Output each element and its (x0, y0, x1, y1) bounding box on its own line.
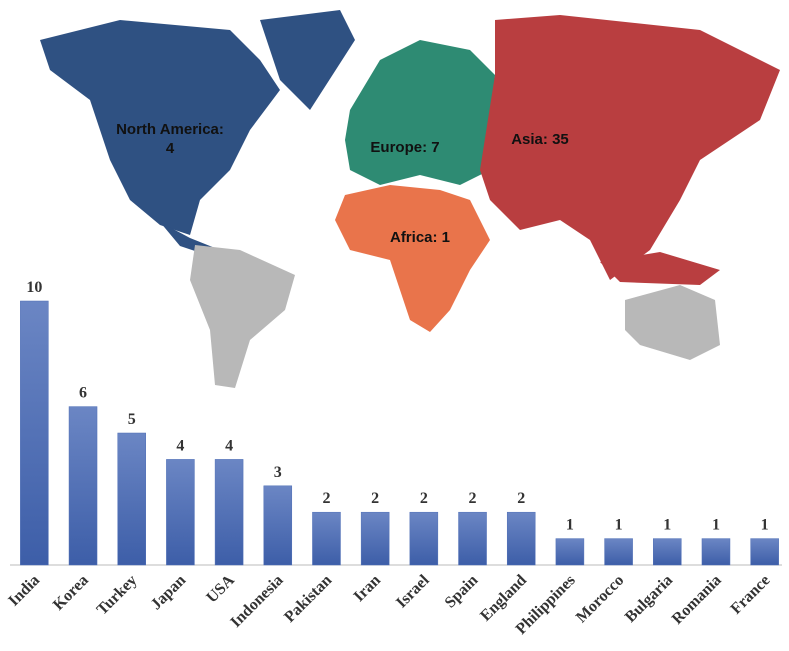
x-tick-label: Israel (393, 571, 433, 611)
bar (458, 511, 487, 566)
bar (701, 538, 731, 566)
bar (360, 511, 390, 566)
bar (117, 432, 146, 566)
region-label: Africa: 1 (389, 229, 451, 246)
bar (214, 459, 244, 566)
greenland (260, 10, 355, 110)
north-america (40, 20, 280, 235)
bar (263, 485, 293, 566)
region-label: North America: 4 (116, 121, 224, 157)
south-america (190, 245, 295, 388)
x-tick-label: Bulgaria (622, 572, 676, 626)
value-label: 4 (225, 437, 233, 454)
bar (20, 300, 49, 566)
x-tick-label: USA (203, 571, 238, 606)
x-tick-label: Morocco (573, 572, 628, 627)
bar (68, 406, 98, 566)
value-label: 1 (761, 517, 769, 534)
x-tick-label: Korea (50, 572, 92, 614)
value-label: 1 (566, 517, 574, 534)
value-label: 2 (469, 490, 477, 507)
bar (409, 511, 439, 566)
europe (345, 40, 495, 185)
x-tick-label: Spain (442, 572, 482, 612)
x-tick-label: Pakistan (281, 572, 335, 626)
x-tick-label: Turkey (94, 572, 141, 619)
value-label: 2 (517, 490, 525, 507)
x-tick-label: Iran (351, 572, 384, 605)
asia (480, 15, 780, 280)
value-label: 1 (615, 517, 623, 534)
value-label: 10 (26, 279, 42, 296)
bar (506, 511, 536, 566)
bar (604, 538, 633, 566)
x-tick-label: Romania (669, 572, 725, 628)
bar (750, 538, 779, 566)
x-tick-label: Indonesia (227, 572, 286, 631)
value-label: 2 (322, 490, 330, 507)
value-label: 5 (128, 411, 136, 428)
value-label: 6 (79, 385, 87, 402)
world-map (40, 10, 780, 388)
region-label: Asia: 35 (511, 131, 569, 148)
bar (555, 538, 585, 566)
region-label: Europe: 7 (370, 139, 440, 156)
value-label: 2 (371, 490, 379, 507)
value-label: 1 (712, 517, 720, 534)
x-tick-label: India (5, 572, 43, 610)
indonesia (600, 252, 720, 285)
bar (653, 538, 682, 566)
value-label: 4 (176, 437, 184, 454)
africa (335, 185, 490, 332)
value-label: 2 (420, 490, 428, 507)
australia (625, 285, 720, 360)
value-label: 3 (274, 464, 282, 481)
x-tick-label: France (728, 572, 774, 618)
bar (312, 511, 341, 566)
value-label: 1 (663, 517, 671, 534)
bar (166, 459, 195, 566)
x-tick-label: Japan (148, 572, 190, 614)
